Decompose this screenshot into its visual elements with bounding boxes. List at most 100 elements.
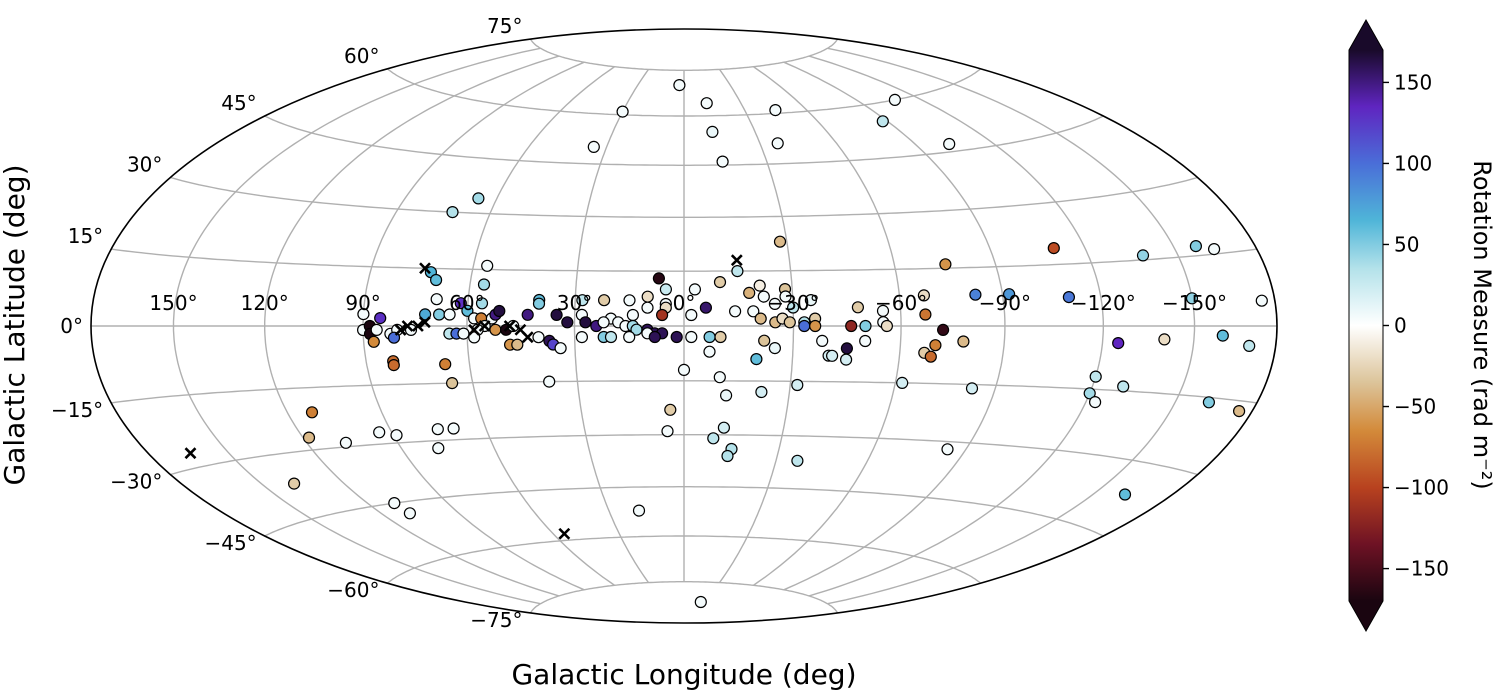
latitude-tick-labels: 75° 60° 45° 30° 15° 0° −15° −30° −45° −60° −75° bbox=[51, 14, 523, 632]
data-point bbox=[969, 288, 982, 301]
latitude-tick-label: −75° bbox=[470, 608, 522, 632]
x-marker bbox=[418, 316, 431, 329]
data-point bbox=[876, 115, 889, 128]
data-point bbox=[472, 192, 485, 205]
meridian-gridline bbox=[573, 68, 650, 584]
data-point bbox=[373, 426, 386, 439]
data-point bbox=[1158, 333, 1171, 346]
data-point bbox=[616, 105, 629, 118]
data-point bbox=[648, 330, 661, 344]
data-point bbox=[706, 125, 719, 138]
data-point bbox=[719, 389, 733, 402]
data-point bbox=[851, 301, 865, 314]
data-point bbox=[1216, 329, 1229, 342]
data-point bbox=[1255, 294, 1268, 307]
data-point bbox=[919, 308, 932, 321]
x-marker bbox=[411, 320, 424, 332]
data-point bbox=[917, 289, 931, 302]
latitude-tick-label: −60° bbox=[327, 578, 379, 602]
data-point bbox=[747, 305, 760, 318]
data-point bbox=[816, 334, 829, 347]
data-point bbox=[446, 206, 459, 219]
data-point bbox=[840, 342, 854, 355]
data-point bbox=[1207, 243, 1221, 256]
longitude-tick-label: 90° bbox=[345, 291, 380, 315]
data-point bbox=[659, 283, 673, 296]
data-point bbox=[845, 319, 858, 333]
data-point bbox=[604, 330, 618, 344]
data-point bbox=[339, 436, 352, 449]
latitude-tick-label: 30° bbox=[127, 153, 162, 177]
data-point bbox=[357, 308, 370, 321]
data-point bbox=[939, 258, 952, 271]
data-point bbox=[786, 301, 800, 314]
data-point bbox=[655, 308, 669, 322]
data-point bbox=[721, 449, 734, 463]
data-point bbox=[447, 422, 460, 435]
data-point bbox=[454, 297, 467, 310]
data-point bbox=[1185, 292, 1199, 305]
data-point bbox=[779, 290, 792, 303]
x-marker bbox=[730, 254, 743, 267]
x-marker bbox=[468, 323, 480, 336]
data-point bbox=[677, 363, 691, 376]
data-point bbox=[713, 371, 726, 384]
longitude-tick-labels: 150° 120° 90° 60° 30° 0° −30° −60° −90° −120° −150… bbox=[149, 291, 1227, 315]
latitude-tick-label: 60° bbox=[344, 44, 379, 68]
x-markers bbox=[184, 254, 743, 540]
data-point bbox=[493, 304, 506, 318]
colorbar-tick-label: −100 bbox=[1394, 476, 1449, 500]
data-point bbox=[575, 331, 589, 344]
data-point bbox=[758, 334, 771, 347]
data-point bbox=[791, 378, 804, 392]
data-point bbox=[641, 290, 654, 303]
latitude-tick-label: −30° bbox=[110, 470, 162, 494]
latitude-tick-label: 45° bbox=[221, 91, 256, 115]
colorbar-tick-label: 50 bbox=[1394, 233, 1419, 257]
data-point bbox=[468, 331, 481, 344]
data-point bbox=[773, 235, 787, 248]
data-point bbox=[302, 431, 316, 444]
colorbar-tick-label: −150 bbox=[1394, 557, 1449, 581]
data-point bbox=[532, 331, 545, 344]
data-point bbox=[673, 78, 686, 92]
data-point bbox=[688, 283, 702, 296]
data-point bbox=[700, 97, 713, 110]
longitude-tick-label: 30° bbox=[557, 291, 592, 315]
data-point bbox=[714, 330, 727, 344]
data-point bbox=[1243, 339, 1256, 352]
data-point bbox=[623, 294, 636, 307]
longitude-tick-label: 150° bbox=[149, 291, 197, 315]
data-point bbox=[489, 323, 502, 336]
data-point bbox=[1118, 488, 1132, 501]
data-point bbox=[685, 330, 698, 344]
data-point bbox=[390, 429, 403, 442]
x-axis-label: Galactic Longitude (deg) bbox=[511, 658, 856, 690]
data-point bbox=[859, 334, 872, 348]
data-point bbox=[403, 507, 416, 520]
data-point bbox=[750, 353, 763, 366]
data-point bbox=[743, 286, 756, 299]
data-point bbox=[1062, 291, 1076, 304]
data-point bbox=[1232, 405, 1246, 418]
meridian-gridline bbox=[827, 47, 1196, 605]
data-point bbox=[439, 358, 452, 371]
colorbar-tick-label: −50 bbox=[1394, 395, 1436, 419]
data-point bbox=[532, 297, 546, 310]
data-point bbox=[550, 308, 563, 321]
data-point bbox=[717, 421, 731, 434]
data-point bbox=[791, 454, 804, 467]
longitude-tick-label: −30° bbox=[767, 291, 819, 315]
colorbar-tick-label: 100 bbox=[1394, 151, 1432, 175]
data-point bbox=[943, 137, 956, 151]
data-point bbox=[632, 504, 646, 517]
meridian-gridline bbox=[808, 55, 1104, 597]
data-point bbox=[446, 377, 459, 390]
data-point bbox=[685, 308, 698, 322]
data-point bbox=[768, 297, 782, 310]
data-point bbox=[288, 477, 301, 490]
x-marker bbox=[184, 447, 197, 460]
data-point bbox=[703, 345, 716, 358]
data-point bbox=[703, 330, 716, 344]
data-point bbox=[1002, 288, 1016, 301]
